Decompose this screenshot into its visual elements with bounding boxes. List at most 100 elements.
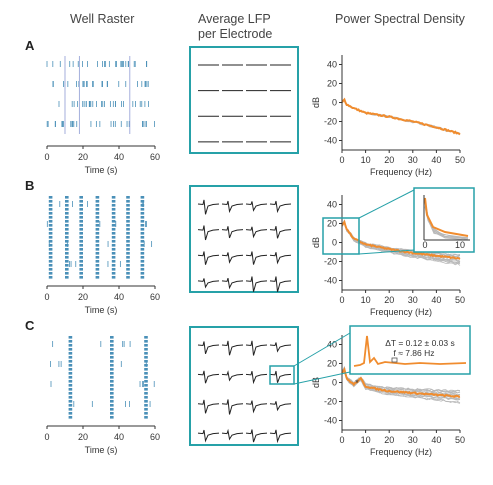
raster-burst-segment <box>79 228 83 231</box>
raster-burst-segment <box>111 224 116 227</box>
lfp-trace <box>197 225 220 241</box>
psd-mean-trace <box>341 219 461 260</box>
raster-burst-segment <box>95 248 100 251</box>
raster-burst-segment <box>79 260 83 263</box>
lfp-trace <box>197 429 220 443</box>
raster-burst-segment <box>126 216 130 219</box>
raster-burst-segment <box>144 336 148 339</box>
lfp-trace <box>269 342 292 353</box>
raster-burst-segment <box>65 240 69 243</box>
raster-burst-segment <box>111 248 116 251</box>
raster-burst-segment <box>111 232 116 235</box>
lfp-trace <box>269 252 292 265</box>
raster-burst-segment <box>95 224 100 227</box>
raster-burst-segment <box>144 352 148 355</box>
lfp-trace <box>269 401 292 412</box>
psd-xlabel: Frequency (Hz) <box>370 447 432 457</box>
lfp-trace <box>197 341 220 354</box>
raster-burst-segment <box>79 204 83 207</box>
raster-burst-segment <box>79 196 83 199</box>
raster-burst-segment <box>65 260 69 263</box>
raster-burst-segment <box>65 220 69 223</box>
raster-burst-segment <box>79 252 83 255</box>
raster-xlabel: Time (s) <box>85 445 118 455</box>
psd-ytick-label: -20 <box>324 117 337 127</box>
raster-burst-segment <box>110 356 114 359</box>
raster-burst-segment <box>111 204 116 207</box>
raster-burst-segment <box>65 216 69 219</box>
raster-burst-segment <box>68 396 73 399</box>
raster-burst-segment <box>68 340 73 343</box>
raster-burst-segment <box>95 256 100 259</box>
raster-burst-segment <box>68 380 73 383</box>
raster-burst-segment <box>126 196 130 199</box>
psd-ytick-label: 20 <box>327 359 337 369</box>
raster-burst-segment <box>126 248 130 251</box>
raster-burst-segment <box>144 344 148 347</box>
psd-ylabel: dB <box>311 377 321 388</box>
raster-burst-segment <box>144 348 148 351</box>
raster-burst-segment <box>126 272 130 275</box>
lfp-trace <box>221 399 244 415</box>
raster-burst-segment <box>79 208 83 211</box>
raster-burst-segment <box>111 276 116 279</box>
lfp-trace <box>197 278 220 289</box>
raster-burst-segment <box>95 220 100 223</box>
raster-burst-segment <box>95 236 100 239</box>
raster-burst-segment <box>126 232 130 235</box>
raster-burst-segment <box>68 344 73 347</box>
raster-burst-segment <box>144 416 148 419</box>
raster-burst-segment <box>126 228 130 231</box>
raster-burst-segment <box>95 244 100 247</box>
raster-burst-segment <box>79 216 83 219</box>
psd-gray-trace <box>341 221 461 264</box>
psd-c-peak-marker <box>391 357 398 363</box>
psd-mean-trace <box>341 97 461 136</box>
lfp-trace <box>221 340 244 356</box>
row-label-b: B <box>25 178 35 193</box>
lfp-trace <box>245 201 268 212</box>
psd-c-inset-frame <box>349 325 471 375</box>
raster-tick-label: 0 <box>44 292 49 302</box>
lfp-trace <box>221 428 244 441</box>
raster-burst-segment <box>68 384 73 387</box>
raster-burst-segment <box>110 360 114 363</box>
raster-burst-segment <box>110 400 114 403</box>
row-label-a: A <box>25 38 35 53</box>
raster-burst-segment <box>126 240 130 243</box>
raster-burst-segment <box>65 228 69 231</box>
psd-ytick-label: 40 <box>327 200 337 210</box>
raster-burst-segment <box>95 216 100 219</box>
raster-burst-segment <box>126 264 130 267</box>
psd-c-inset-trace <box>353 335 467 367</box>
raster-burst-segment <box>140 264 145 267</box>
psd-ytick-label: 20 <box>327 219 337 229</box>
psd-gray-trace <box>341 99 461 134</box>
raster-burst-segment <box>79 200 83 203</box>
raster-burst-segment <box>110 404 114 407</box>
raster-burst-segment <box>140 256 145 259</box>
raster-burst-segment <box>95 264 100 267</box>
raster-tick-label: 60 <box>150 292 160 302</box>
raster-burst-segment <box>140 268 145 271</box>
raster-burst-segment <box>65 200 69 203</box>
raster-burst-segment <box>126 256 130 259</box>
raster-burst-segment <box>95 276 100 279</box>
raster-burst-segment <box>126 244 130 247</box>
lfp-trace <box>245 400 268 414</box>
raster-burst-segment <box>65 252 69 255</box>
raster-burst-segment <box>48 248 53 251</box>
raster-burst-segment <box>111 260 116 263</box>
raster-tick-label: 60 <box>150 432 160 442</box>
raster-burst-segment <box>48 232 53 235</box>
raster-burst-segment <box>110 348 114 351</box>
raster-burst-segment <box>140 196 145 199</box>
lfp-trace <box>245 251 268 265</box>
raster-burst-segment <box>65 248 69 251</box>
raster-burst-segment <box>144 396 148 399</box>
raster-burst-segment <box>95 196 100 199</box>
raster-burst-segment <box>111 240 116 243</box>
raster-burst-segment <box>144 380 148 383</box>
psd-xtick-label: 20 <box>384 295 394 305</box>
